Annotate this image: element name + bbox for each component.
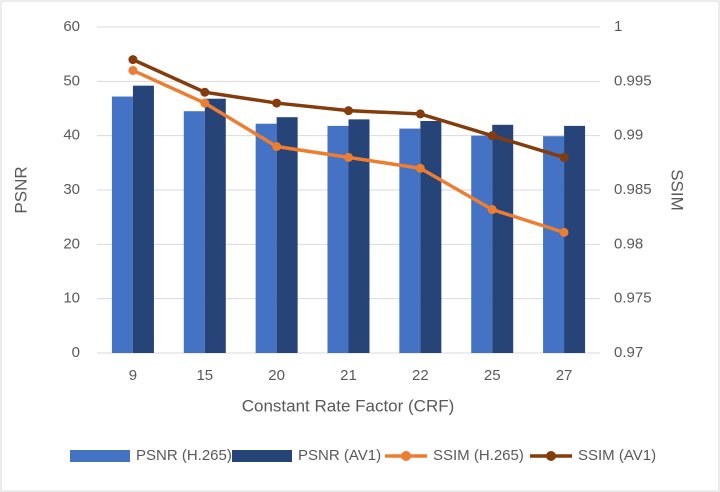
bar: [111, 96, 133, 354]
marker: [487, 131, 497, 141]
marker: [272, 98, 282, 108]
legend-label: SSIM (AV1): [578, 447, 656, 464]
bar: [420, 120, 442, 353]
marker: [344, 106, 353, 116]
bar: [492, 124, 514, 353]
bar: [132, 85, 154, 354]
x-tick-label: 21: [340, 367, 357, 384]
x-tick-label: 9: [129, 367, 137, 384]
legend-swatch: [70, 450, 130, 462]
y-tick-label: 30: [63, 181, 80, 198]
legend-marker: [546, 451, 556, 461]
marker: [415, 163, 425, 173]
y2-tick-label: 1: [614, 18, 622, 35]
x-tick-label: 25: [484, 367, 501, 384]
bar: [204, 98, 226, 353]
marker: [415, 109, 425, 119]
legend-swatch: [232, 450, 292, 462]
y-tick-label: 10: [63, 290, 80, 307]
y2-axis-title: SSIM: [668, 169, 687, 211]
y2-tick-label: 0.98: [614, 235, 643, 252]
y-axis-title: PSNR: [11, 166, 30, 213]
marker: [344, 152, 353, 162]
bar: [183, 111, 205, 353]
marker: [128, 55, 138, 65]
legend-label: SSIM (H.265): [433, 447, 524, 464]
bar: [471, 135, 493, 353]
y-tick-label: 20: [63, 235, 80, 252]
y2-tick-label: 0.97: [614, 344, 643, 361]
y-tick-label: 0: [72, 344, 80, 361]
y2-tick-label: 0.975: [614, 290, 652, 307]
y-tick-label: 40: [63, 127, 80, 144]
bar: [348, 119, 370, 353]
marker: [559, 227, 569, 237]
bar: [327, 125, 349, 354]
x-tick-label: 20: [268, 367, 285, 384]
y-tick-label: 50: [63, 72, 80, 89]
marker: [272, 142, 282, 152]
legend-marker: [401, 451, 411, 461]
y2-tick-label: 0.985: [614, 181, 652, 198]
bar: [399, 128, 421, 353]
marker: [200, 87, 210, 97]
y2-tick-label: 0.99: [614, 127, 643, 144]
legend-label: PSNR (H.265): [136, 447, 232, 464]
legend-label: PSNR (AV1): [298, 447, 381, 464]
bar: [276, 117, 298, 354]
bar: [255, 123, 277, 353]
bar: [564, 125, 586, 354]
marker: [128, 65, 138, 75]
bar: [543, 136, 565, 353]
x-axis-title: Constant Rate Factor (CRF): [242, 396, 455, 415]
marker: [559, 152, 569, 162]
x-tick-label: 15: [196, 367, 213, 384]
y2-tick-label: 0.995: [614, 72, 652, 89]
marker: [200, 98, 210, 108]
x-tick-label: 22: [412, 367, 429, 384]
x-tick-label: 27: [556, 367, 573, 384]
y-tick-label: 60: [63, 18, 80, 35]
marker: [487, 205, 497, 215]
